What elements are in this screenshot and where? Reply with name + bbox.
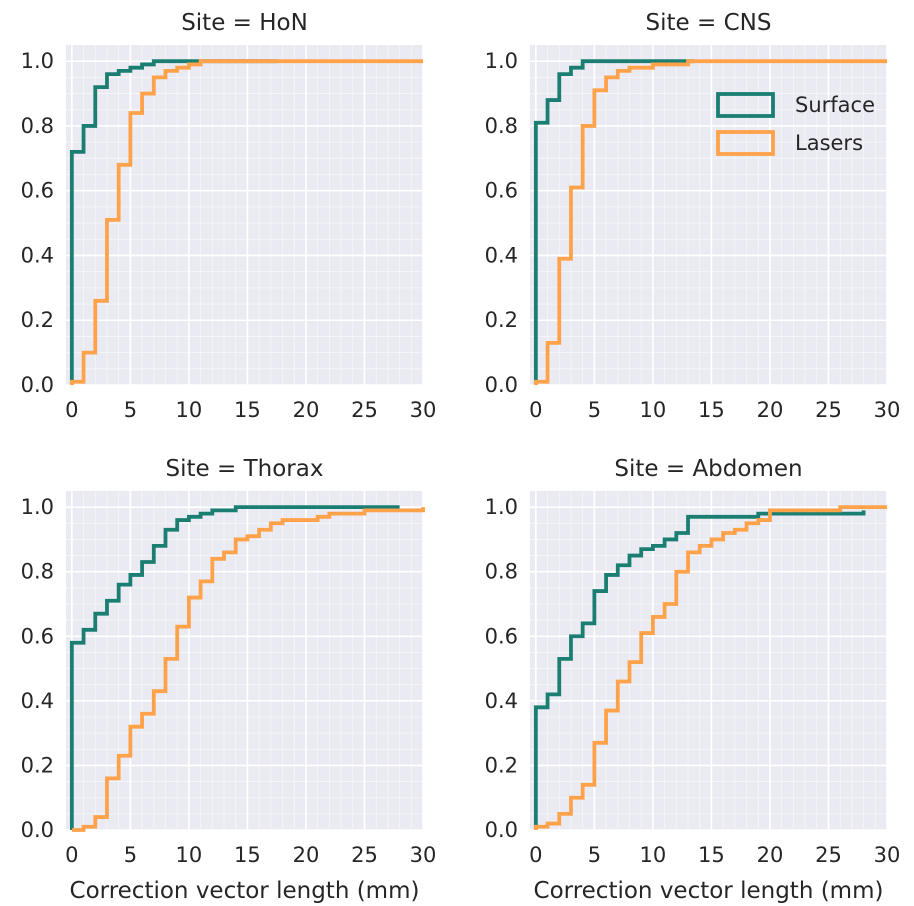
y-tick-label: 0.2 (485, 753, 518, 777)
x-tick-label: 25 (351, 398, 378, 422)
x-tick-label: 25 (351, 843, 378, 867)
y-tick-label: 0.4 (21, 689, 54, 713)
x-tick-label: 5 (588, 398, 601, 422)
y-tick-label: 0.0 (21, 373, 54, 397)
x-tick-label: 0 (65, 843, 78, 867)
y-tick-label: 0.6 (21, 179, 54, 203)
panel-title: Site = CNS (646, 10, 772, 36)
y-tick-label: 1.0 (485, 49, 518, 73)
x-tick-label: 5 (588, 843, 601, 867)
x-tick-label: 30 (874, 843, 901, 867)
panel-title: Site = Abdomen (614, 456, 802, 482)
y-tick-label: 0.4 (21, 243, 54, 267)
x-tick-label: 15 (234, 843, 261, 867)
x-tick-label: 25 (815, 843, 842, 867)
x-tick-label: 10 (640, 843, 667, 867)
panel-1: 0 5 10 15 20 25 30 0.0 0.2 0.4 0.6 0.8 1.0 Site = HoN (21, 10, 437, 422)
x-tick-label: 15 (698, 843, 725, 867)
y-tick-label: 0.8 (21, 560, 54, 584)
panel-2: 0 5 10 15 20 25 30 0.0 0.2 0.4 0.6 0.8 1.0 Site = CNS… (485, 10, 901, 422)
x-tick-label: 20 (757, 398, 784, 422)
y-tick-label: 1.0 (485, 495, 518, 519)
legend-label-surface: Surface (795, 93, 875, 117)
y-tick-label: 1.0 (21, 495, 54, 519)
y-tick-label: 0.2 (21, 753, 54, 777)
plot-background (530, 491, 887, 830)
y-tick-label: 0.6 (485, 624, 518, 648)
x-tick-label: 15 (698, 398, 725, 422)
y-tick-label: 0.4 (485, 689, 518, 713)
y-tick-label: 0.2 (21, 308, 54, 332)
y-tick-label: 0.8 (485, 114, 518, 138)
y-tick-label: 0.0 (21, 818, 54, 842)
legend-label-lasers: Lasers (795, 131, 863, 155)
x-tick-label: 25 (815, 398, 842, 422)
x-tick-label: 10 (176, 843, 203, 867)
x-tick-label: 20 (293, 398, 320, 422)
x-tick-label: 10 (640, 398, 667, 422)
x-tick-label: 30 (874, 398, 901, 422)
x-tick-label: 30 (410, 398, 437, 422)
y-tick-label: 0.2 (485, 308, 518, 332)
x-axis-label: Correction vector length (mm) (70, 878, 420, 904)
panel-title: Site = Thorax (166, 456, 324, 482)
panel-3: 0 5 10 15 20 25 30 0.0 0.2 0.4 0.6 0.8 1.0 Site = Tho… (21, 456, 437, 904)
y-tick-label: 1.0 (21, 49, 54, 73)
y-tick-label: 0.4 (485, 243, 518, 267)
x-tick-label: 5 (124, 398, 137, 422)
y-tick-label: 0.8 (21, 114, 54, 138)
y-tick-label: 0.6 (21, 624, 54, 648)
x-tick-label: 30 (410, 843, 437, 867)
y-tick-label: 0.6 (485, 179, 518, 203)
x-tick-label: 15 (234, 398, 261, 422)
x-tick-label: 0 (529, 398, 542, 422)
x-tick-label: 20 (293, 843, 320, 867)
panel-title: Site = HoN (181, 10, 308, 36)
x-tick-label: 0 (529, 843, 542, 867)
x-axis-label: Correction vector length (mm) (534, 878, 884, 904)
x-tick-label: 20 (757, 843, 784, 867)
x-tick-label: 5 (124, 843, 137, 867)
y-tick-label: 0.0 (485, 818, 518, 842)
y-tick-label: 0.0 (485, 373, 518, 397)
y-tick-label: 0.8 (485, 560, 518, 584)
x-tick-label: 0 (65, 398, 78, 422)
panel-4: 0 5 10 15 20 25 30 0.0 0.2 0.4 0.6 0.8 1.0 Site = Abd… (485, 456, 901, 904)
x-tick-label: 10 (176, 398, 203, 422)
